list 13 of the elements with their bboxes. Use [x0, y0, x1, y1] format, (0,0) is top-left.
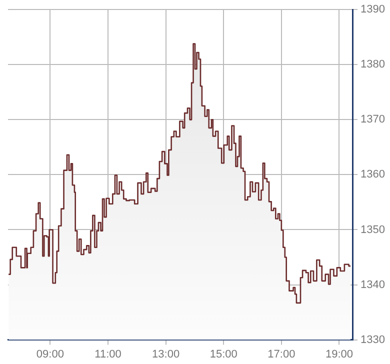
x-tick-label: 09:00: [36, 348, 64, 360]
x-tick-label: 11:00: [94, 348, 122, 360]
x-tick-label: 17:00: [268, 348, 296, 360]
y-tick-label: 1350: [360, 224, 386, 236]
y-tick-label: 1340: [360, 278, 386, 291]
y-tick-label: 1390: [360, 4, 386, 16]
y-tick-label: 1370: [360, 114, 386, 126]
y-tick-label: 1330: [360, 334, 386, 346]
x-tick-label: 19:00: [325, 348, 353, 360]
x-tick-label: 15:00: [210, 348, 238, 360]
y-tick-label: 1380: [360, 58, 386, 71]
x-tick-label: 13:00: [152, 348, 180, 360]
y-tick-label: 1360: [360, 168, 386, 181]
